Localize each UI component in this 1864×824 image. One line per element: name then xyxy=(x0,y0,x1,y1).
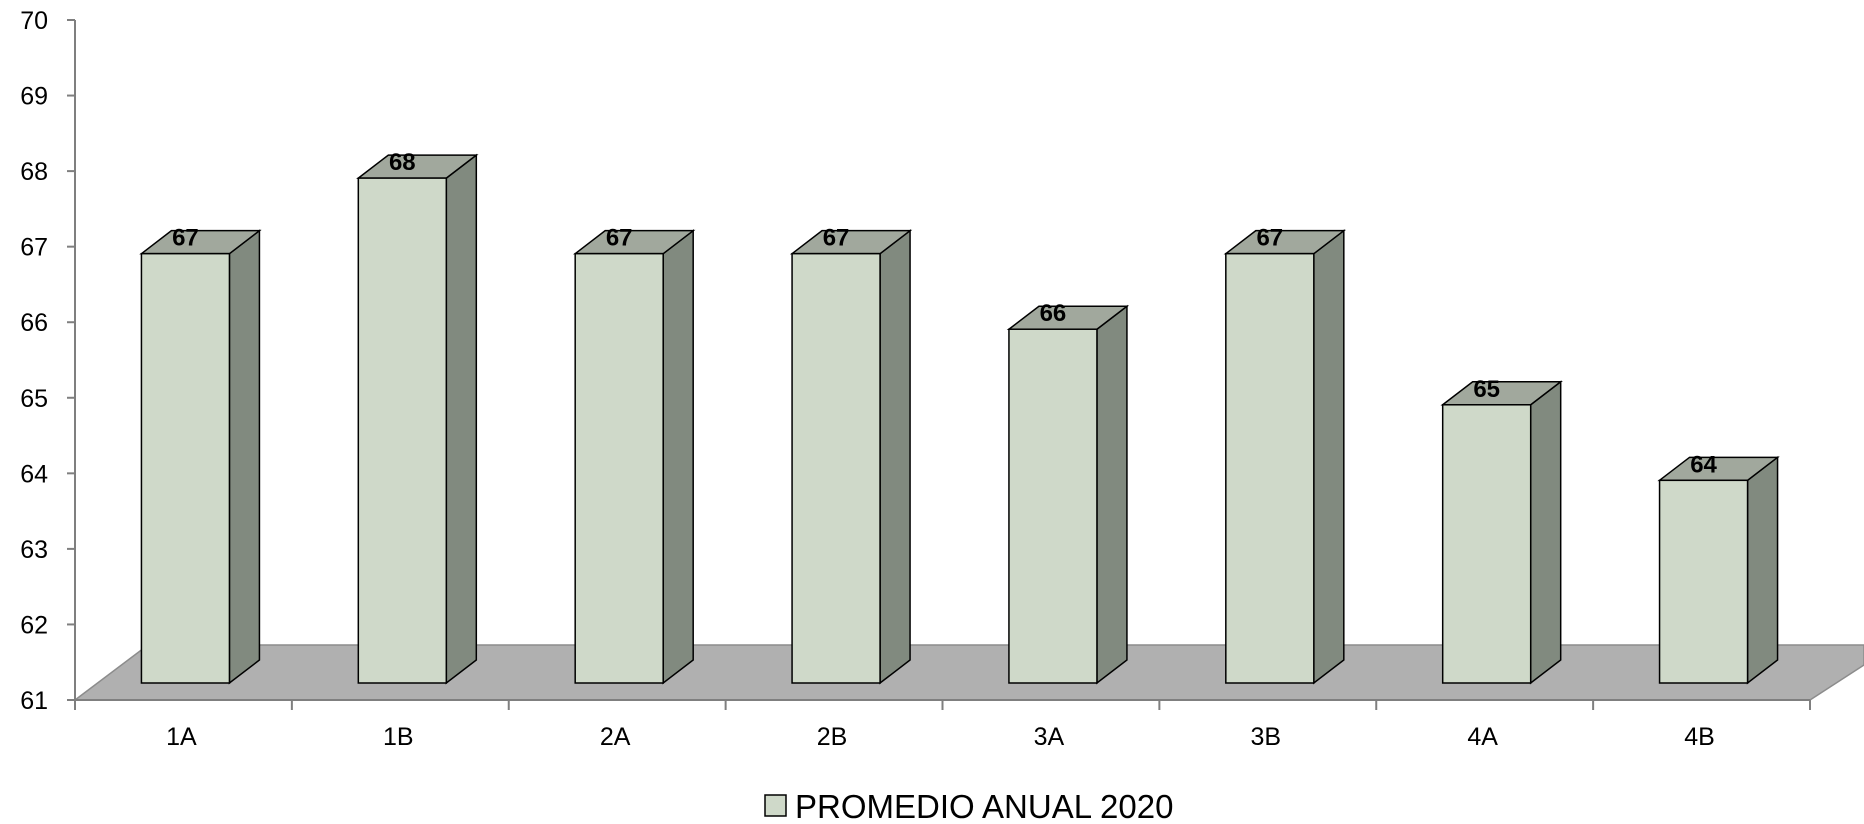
bar xyxy=(1223,229,1347,685)
x-tick-label: 2A xyxy=(600,723,631,751)
x-tick-label: 4A xyxy=(1467,723,1498,751)
data-label: 68 xyxy=(389,149,416,176)
y-tick-label: 61 xyxy=(20,687,48,715)
data-label: 67 xyxy=(823,225,850,252)
x-tick-label: 3A xyxy=(1034,723,1065,751)
data-labels: 67 68 67 67 66 67 65 64 xyxy=(172,149,1717,478)
data-label: 67 xyxy=(606,225,633,252)
bar-front xyxy=(1008,328,1098,684)
axes: 61 62 63 64 65 66 67 68 69 70 1A 1B 2A 2B 3A 3B 4A 4B xyxy=(20,7,1811,751)
x-tick-label: 1A xyxy=(166,723,197,751)
y-tick-label: 66 xyxy=(20,309,48,337)
bar-side xyxy=(1746,455,1779,685)
legend-swatch xyxy=(764,794,787,817)
bar-front xyxy=(1225,252,1315,684)
bar xyxy=(572,229,696,685)
data-label: 67 xyxy=(1256,225,1283,252)
legend: PROMEDIO ANUAL 2020 xyxy=(764,788,1173,824)
floor-plane xyxy=(72,644,1864,701)
x-tick-label: 1B xyxy=(383,723,414,751)
bar-front xyxy=(791,252,881,684)
bar-front xyxy=(574,252,664,684)
y-tick-label: 69 xyxy=(20,83,48,111)
data-label: 66 xyxy=(1040,300,1067,327)
y-tick-label: 68 xyxy=(20,158,48,186)
bar-side xyxy=(879,229,911,685)
bar xyxy=(1006,304,1130,685)
bar xyxy=(1440,380,1563,685)
bar-side xyxy=(662,229,694,685)
y-tick-label: 63 xyxy=(20,536,48,564)
bar-front xyxy=(357,177,448,684)
bar xyxy=(356,153,479,685)
bar xyxy=(139,229,262,685)
data-label: 65 xyxy=(1473,376,1500,403)
x-tick-label: 2B xyxy=(817,723,848,751)
bar-side xyxy=(228,229,261,685)
y-tick-label: 65 xyxy=(20,385,48,413)
bar-front xyxy=(1441,404,1532,684)
y-tick-label: 70 xyxy=(20,7,48,35)
bar-side xyxy=(1529,380,1562,685)
bar xyxy=(1657,455,1780,685)
x-tick-label: 3B xyxy=(1251,723,1282,751)
y-tick-label: 62 xyxy=(20,611,48,639)
x-tick-label: 4B xyxy=(1684,723,1715,751)
bars xyxy=(139,153,1780,685)
chart-floor xyxy=(72,644,1864,701)
data-label: 67 xyxy=(172,225,199,252)
y-tick-label: 67 xyxy=(20,234,48,262)
bar-front xyxy=(140,252,231,684)
bar-side xyxy=(1096,304,1128,685)
legend-label: PROMEDIO ANUAL 2020 xyxy=(795,788,1173,824)
bar-side xyxy=(445,153,478,685)
y-tick-label: 64 xyxy=(20,460,48,488)
bar-front xyxy=(1658,479,1749,684)
bar-side xyxy=(1313,229,1345,685)
bar xyxy=(789,229,913,685)
data-label: 64 xyxy=(1690,451,1717,478)
